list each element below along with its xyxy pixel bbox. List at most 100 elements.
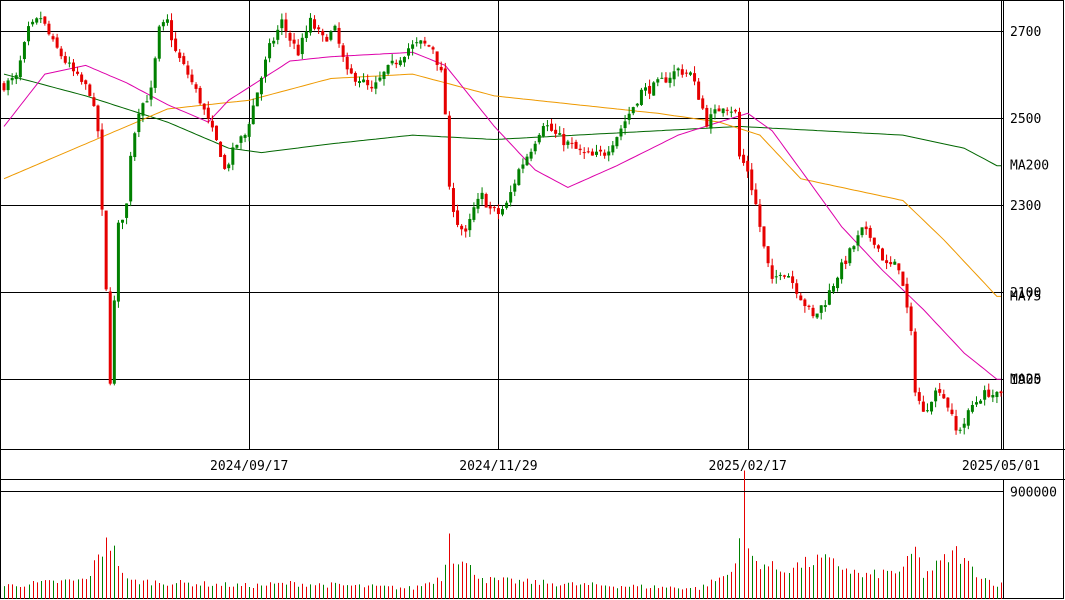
candle-body: [840, 262, 844, 280]
candle-body: [909, 306, 913, 332]
candle-body: [876, 245, 880, 249]
candle-body: [844, 260, 848, 265]
candle-body: [112, 300, 116, 384]
candle-body: [439, 66, 443, 71]
candle-body: [860, 227, 864, 236]
candle-body: [235, 144, 239, 148]
candle-body: [31, 21, 35, 25]
candle-body: [178, 52, 182, 59]
candle-body: [407, 48, 411, 56]
candle-body: [607, 151, 611, 156]
candle-body: [742, 154, 746, 163]
candle-body: [578, 148, 582, 151]
price-tick-labels: 1900 2100 2300 2500 2700: [1010, 25, 1041, 388]
candle-body: [63, 56, 67, 63]
candle-body: [423, 40, 427, 44]
candle-body: [456, 210, 460, 225]
candle-body: [6, 80, 10, 91]
volume-tick-900000: 900000: [1010, 486, 1057, 501]
candle-body: [729, 111, 733, 113]
candle-body: [182, 56, 186, 65]
candle-body: [517, 169, 521, 186]
candle-body: [521, 164, 525, 169]
candle-body: [950, 409, 954, 415]
candle-body: [223, 155, 227, 169]
candle-body: [14, 75, 18, 80]
candle-body: [337, 27, 341, 44]
candle-body: [966, 410, 970, 426]
candle-body: [125, 203, 129, 218]
candle-body: [214, 125, 218, 141]
candle-body: [47, 23, 51, 35]
candle-body: [43, 16, 47, 24]
candle-body: [803, 299, 807, 307]
candle-body: [827, 290, 831, 305]
price-tick-2100: 2100: [1010, 286, 1041, 301]
candle-body: [165, 19, 169, 23]
candle-body: [488, 206, 492, 209]
candle-body: [468, 218, 472, 231]
candle-body: [272, 40, 276, 44]
candle-body: [856, 235, 860, 246]
candle-body: [247, 124, 251, 137]
candle-body: [774, 276, 778, 278]
candle-body: [778, 274, 782, 276]
legend-ma200: MA200: [1010, 159, 1049, 174]
candle-body: [509, 192, 513, 203]
candle-body: [644, 87, 648, 91]
candle-body: [288, 32, 292, 41]
candle-body: [415, 42, 419, 44]
candle-body: [501, 209, 504, 215]
candle-body: [259, 77, 263, 95]
candle-body: [582, 152, 586, 154]
candle-body: [276, 29, 280, 40]
candle-body: [881, 248, 885, 261]
candle-body: [570, 142, 574, 144]
candle-body: [766, 246, 770, 264]
candle-body: [660, 77, 664, 79]
candle-body: [811, 307, 815, 317]
candle-body: [652, 82, 656, 96]
candle-body: [799, 295, 803, 301]
candle-body: [635, 103, 639, 106]
candle-body: [529, 151, 533, 159]
candle-body: [725, 109, 729, 111]
candle-body: [717, 108, 721, 112]
candle-body: [639, 89, 643, 105]
candle-body: [917, 392, 921, 401]
candle-body: [693, 73, 697, 82]
candle-body: [958, 429, 962, 431]
candle-body: [619, 128, 623, 137]
candle-body: [991, 395, 995, 398]
candle-body: [284, 19, 288, 32]
candle-body: [398, 60, 402, 65]
candle-body: [411, 44, 415, 49]
candle-body: [893, 261, 897, 265]
candle-body: [586, 151, 590, 153]
candle-body: [419, 40, 423, 44]
candle-body: [938, 389, 942, 393]
candle-body: [292, 39, 296, 44]
candle-body: [762, 226, 766, 247]
candle-body: [255, 92, 259, 107]
candle-body: [852, 246, 856, 250]
candle-body: [974, 402, 978, 405]
candle-body: [88, 84, 92, 96]
ma25-line: [3, 51, 1001, 380]
candle-body: [533, 143, 537, 152]
candle-body: [889, 262, 893, 265]
candle-body: [362, 79, 366, 83]
candle-body: [219, 141, 223, 157]
candle-body: [349, 68, 353, 74]
candle-body: [550, 123, 554, 131]
legend-ma25: MA25: [1010, 372, 1041, 387]
candle-body: [615, 137, 619, 147]
candle-body: [979, 400, 983, 404]
candle-body: [599, 149, 603, 152]
candle-body: [705, 107, 709, 127]
candle-body: [100, 129, 104, 210]
candle-body: [782, 275, 786, 277]
candle-body: [92, 97, 96, 106]
candle-body: [35, 18, 39, 23]
candle-body: [304, 31, 308, 39]
